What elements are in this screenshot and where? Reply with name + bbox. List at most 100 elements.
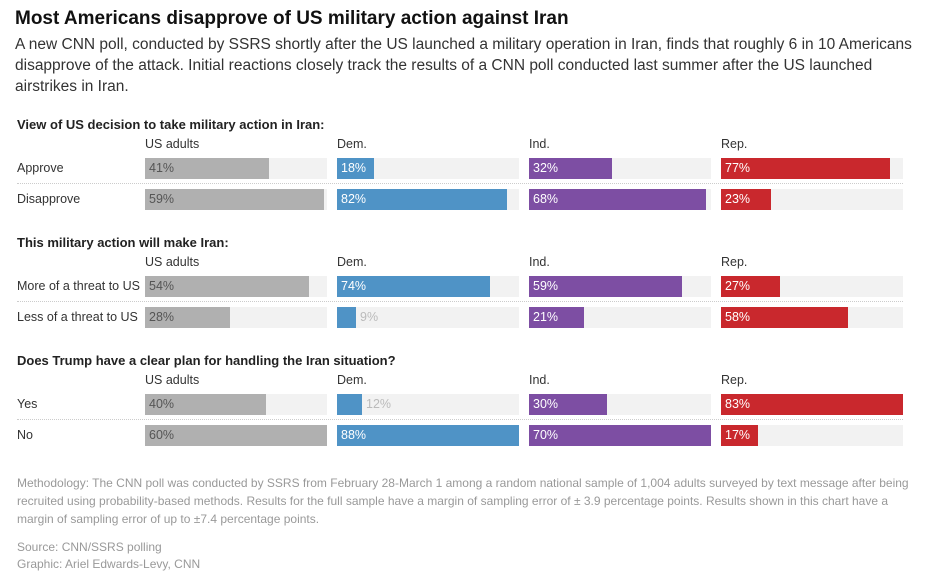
bar-value-label: 23%	[725, 192, 751, 206]
bar	[145, 158, 269, 179]
bar-value-label: 82%	[341, 192, 367, 206]
bar-value-label: 21%	[533, 310, 559, 324]
column-header: Rep.	[721, 255, 748, 269]
bar	[337, 189, 507, 210]
bar-value-label: 18%	[341, 161, 367, 175]
column-header: Rep.	[721, 137, 748, 151]
bar-track: 58%	[721, 307, 903, 328]
bar	[337, 307, 356, 328]
graphic-credit: Graphic: Ariel Edwards-Levy, CNN	[17, 557, 201, 571]
bar	[529, 189, 706, 210]
column-header: Ind.	[529, 255, 550, 269]
row-label: No	[17, 428, 33, 442]
bar-track: 30%	[529, 394, 711, 415]
bar-track: 74%	[337, 276, 519, 297]
bar-track: 82%	[337, 189, 519, 210]
bar-value-label: 17%	[725, 428, 751, 442]
row-divider	[17, 301, 903, 302]
bar-value-label: 59%	[533, 279, 559, 293]
bar	[145, 307, 230, 328]
column-header: US adults	[145, 373, 200, 387]
bar-track: 17%	[721, 425, 903, 446]
bar	[721, 425, 758, 446]
bar-value-label: 9%	[360, 310, 379, 324]
column-header: Dem.	[337, 373, 367, 387]
bar-value-label: 30%	[533, 397, 559, 411]
bar	[721, 276, 780, 297]
bar	[721, 158, 890, 179]
chart-title: Most Americans disapprove of US military…	[15, 8, 569, 29]
bar-track: 59%	[529, 276, 711, 297]
bar-value-label: 59%	[149, 192, 175, 206]
row-label: More of a threat to US	[17, 279, 140, 293]
row-divider	[17, 183, 903, 184]
bar-track: 68%	[529, 189, 711, 210]
column-header: Ind.	[529, 137, 550, 151]
row-label: Yes	[17, 397, 38, 411]
column-header: US adults	[145, 255, 200, 269]
bar-track: 77%	[721, 158, 903, 179]
bar-value-label: 41%	[149, 161, 175, 175]
bar-track: 70%	[529, 425, 711, 446]
column-header: Rep.	[721, 373, 748, 387]
bar-track: 23%	[721, 189, 903, 210]
bar	[529, 394, 607, 415]
bar-value-label: 28%	[149, 310, 175, 324]
row-label: Less of a threat to US	[17, 310, 138, 324]
bar-track: 18%	[337, 158, 519, 179]
row-divider	[17, 419, 903, 420]
bar	[529, 307, 584, 328]
bar-value-label: 27%	[725, 279, 751, 293]
bar-track: 83%	[721, 394, 903, 415]
bar	[721, 189, 771, 210]
bar	[721, 394, 903, 415]
bar	[145, 276, 309, 297]
bar	[337, 276, 490, 297]
row-label: Approve	[17, 161, 64, 175]
bar-track: 12%	[337, 394, 519, 415]
bar-track: 40%	[145, 394, 327, 415]
bar	[145, 425, 327, 446]
bar-track: 41%	[145, 158, 327, 179]
section-title: This military action will make Iran:	[17, 235, 229, 250]
bar	[337, 158, 374, 179]
methodology-note: Methodology: The CNN poll was conducted …	[17, 476, 909, 526]
bar-track: 59%	[145, 189, 327, 210]
bar-track: 54%	[145, 276, 327, 297]
bar	[145, 394, 266, 415]
row-label: Disapprove	[17, 192, 81, 206]
bar	[337, 394, 362, 415]
bar-value-label: 77%	[725, 161, 751, 175]
bar	[145, 189, 324, 210]
column-header: Dem.	[337, 137, 367, 151]
bar	[529, 158, 612, 179]
bar-value-label: 74%	[341, 279, 367, 293]
bar-track: 21%	[529, 307, 711, 328]
bar-track: 9%	[337, 307, 519, 328]
bar-track: 27%	[721, 276, 903, 297]
bar-value-label: 60%	[149, 428, 175, 442]
bar	[529, 425, 711, 446]
section-title: View of US decision to take military act…	[17, 117, 325, 132]
bar-value-label: 83%	[725, 397, 751, 411]
bar-track: 88%	[337, 425, 519, 446]
bar-value-label: 68%	[533, 192, 559, 206]
column-header: Ind.	[529, 373, 550, 387]
section-title: Does Trump have a clear plan for handlin…	[17, 353, 396, 368]
column-header: US adults	[145, 137, 200, 151]
bar-track: 28%	[145, 307, 327, 328]
bar-value-label: 54%	[149, 279, 175, 293]
bar	[721, 307, 848, 328]
column-header: Dem.	[337, 255, 367, 269]
bar-value-label: 12%	[366, 397, 392, 411]
bar-value-label: 88%	[341, 428, 367, 442]
bar-value-label: 58%	[725, 310, 751, 324]
bar	[529, 276, 682, 297]
bar-track: 60%	[145, 425, 327, 446]
bar-value-label: 40%	[149, 397, 175, 411]
bar-track: 32%	[529, 158, 711, 179]
bar-value-label: 70%	[533, 428, 559, 442]
source-note: Source: CNN/SSRS polling	[17, 540, 162, 554]
bar	[337, 425, 519, 446]
bar-value-label: 32%	[533, 161, 559, 175]
